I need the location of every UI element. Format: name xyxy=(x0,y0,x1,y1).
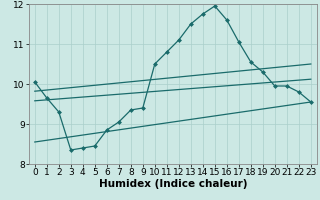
X-axis label: Humidex (Indice chaleur): Humidex (Indice chaleur) xyxy=(99,179,247,189)
